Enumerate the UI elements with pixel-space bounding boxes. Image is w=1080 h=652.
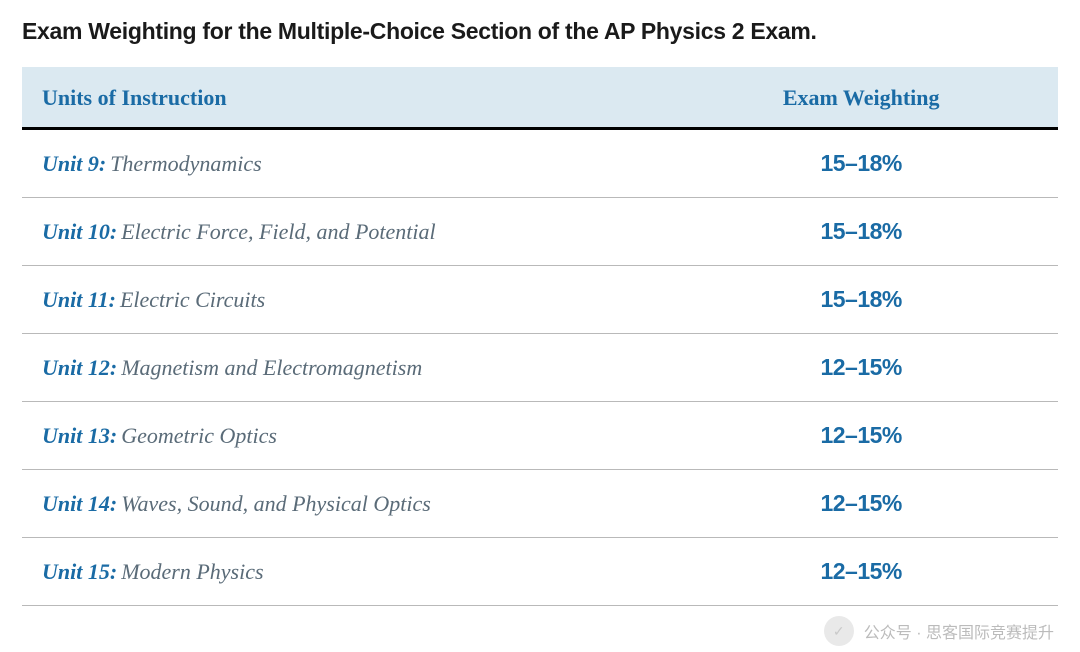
- watermark-text: 公众号 · 思客国际竞赛提升: [864, 619, 1054, 643]
- unit-cell: Unit 13: Geometric Optics: [22, 402, 664, 470]
- unit-cell: Unit 9: Thermodynamics: [22, 129, 664, 198]
- unit-name: Electric Force, Field, and Potential: [121, 219, 435, 244]
- watermark: ✓ 公众号 · 思客国际竞赛提升: [824, 616, 1054, 646]
- page-title: Exam Weighting for the Multiple-Choice S…: [22, 18, 1058, 45]
- table-row: Unit 11: Electric Circuits15–18%: [22, 266, 1058, 334]
- table-row: Unit 15: Modern Physics12–15%: [22, 538, 1058, 606]
- weight-cell: 15–18%: [664, 198, 1058, 266]
- unit-label: Unit 11:: [42, 287, 116, 312]
- unit-label: Unit 13:: [42, 423, 117, 448]
- col-header-weighting: Exam Weighting: [664, 67, 1058, 129]
- weight-cell: 12–15%: [664, 538, 1058, 606]
- weight-cell: 12–15%: [664, 334, 1058, 402]
- unit-name: Thermodynamics: [110, 151, 262, 176]
- unit-cell: Unit 11: Electric Circuits: [22, 266, 664, 334]
- weighting-table: Units of Instruction Exam Weighting Unit…: [22, 67, 1058, 606]
- unit-name: Modern Physics: [121, 559, 263, 584]
- table-row: Unit 14: Waves, Sound, and Physical Opti…: [22, 470, 1058, 538]
- table-row: Unit 12: Magnetism and Electromagnetism1…: [22, 334, 1058, 402]
- unit-cell: Unit 12: Magnetism and Electromagnetism: [22, 334, 664, 402]
- unit-label: Unit 10:: [42, 219, 117, 244]
- unit-cell: Unit 15: Modern Physics: [22, 538, 664, 606]
- table-header-row: Units of Instruction Exam Weighting: [22, 67, 1058, 129]
- unit-name: Magnetism and Electromagnetism: [121, 355, 422, 380]
- unit-name: Geometric Optics: [121, 423, 277, 448]
- unit-cell: Unit 14: Waves, Sound, and Physical Opti…: [22, 470, 664, 538]
- table-row: Unit 10: Electric Force, Field, and Pote…: [22, 198, 1058, 266]
- unit-label: Unit 14:: [42, 491, 117, 516]
- unit-name: Electric Circuits: [120, 287, 265, 312]
- weight-cell: 12–15%: [664, 402, 1058, 470]
- table-row: Unit 9: Thermodynamics15–18%: [22, 129, 1058, 198]
- weight-cell: 12–15%: [664, 470, 1058, 538]
- unit-label: Unit 15:: [42, 559, 117, 584]
- unit-label: Unit 9:: [42, 151, 106, 176]
- table-row: Unit 13: Geometric Optics12–15%: [22, 402, 1058, 470]
- weight-cell: 15–18%: [664, 129, 1058, 198]
- unit-label: Unit 12:: [42, 355, 117, 380]
- col-header-units: Units of Instruction: [22, 67, 664, 129]
- unit-name: Waves, Sound, and Physical Optics: [121, 491, 431, 516]
- weight-cell: 15–18%: [664, 266, 1058, 334]
- unit-cell: Unit 10: Electric Force, Field, and Pote…: [22, 198, 664, 266]
- wechat-icon: ✓: [824, 616, 854, 646]
